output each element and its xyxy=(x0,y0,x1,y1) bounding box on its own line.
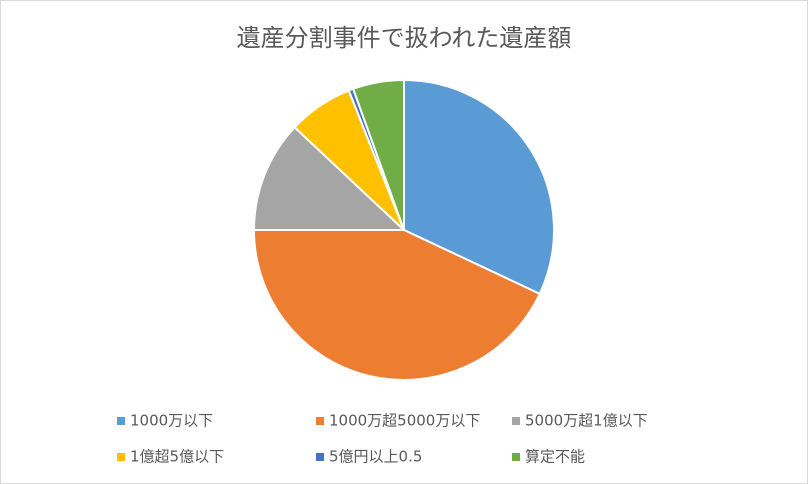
pie-slice xyxy=(403,78,555,296)
legend-label: 1000万超5000万以下 xyxy=(329,412,480,430)
legend-label: 算定不能 xyxy=(525,448,585,466)
legend-label: 1000万以下 xyxy=(130,412,213,430)
legend-swatch xyxy=(316,453,324,461)
legend-swatch xyxy=(117,453,125,461)
pie-slice xyxy=(252,229,542,381)
legend-swatch xyxy=(512,417,520,425)
legend-label: 1億超5億以下 xyxy=(130,448,224,466)
chart-title: 遺産分割事件で扱われた遺産額 xyxy=(237,24,572,52)
pie-slice xyxy=(252,125,407,231)
legend-swatch xyxy=(512,453,520,461)
pie-slice xyxy=(351,78,405,231)
legend-label: 5000万超1億以下 xyxy=(525,412,648,430)
legend-swatch xyxy=(117,417,125,425)
legend-label: 5億円以上0.5 xyxy=(329,448,422,466)
legend-swatch xyxy=(316,417,324,425)
